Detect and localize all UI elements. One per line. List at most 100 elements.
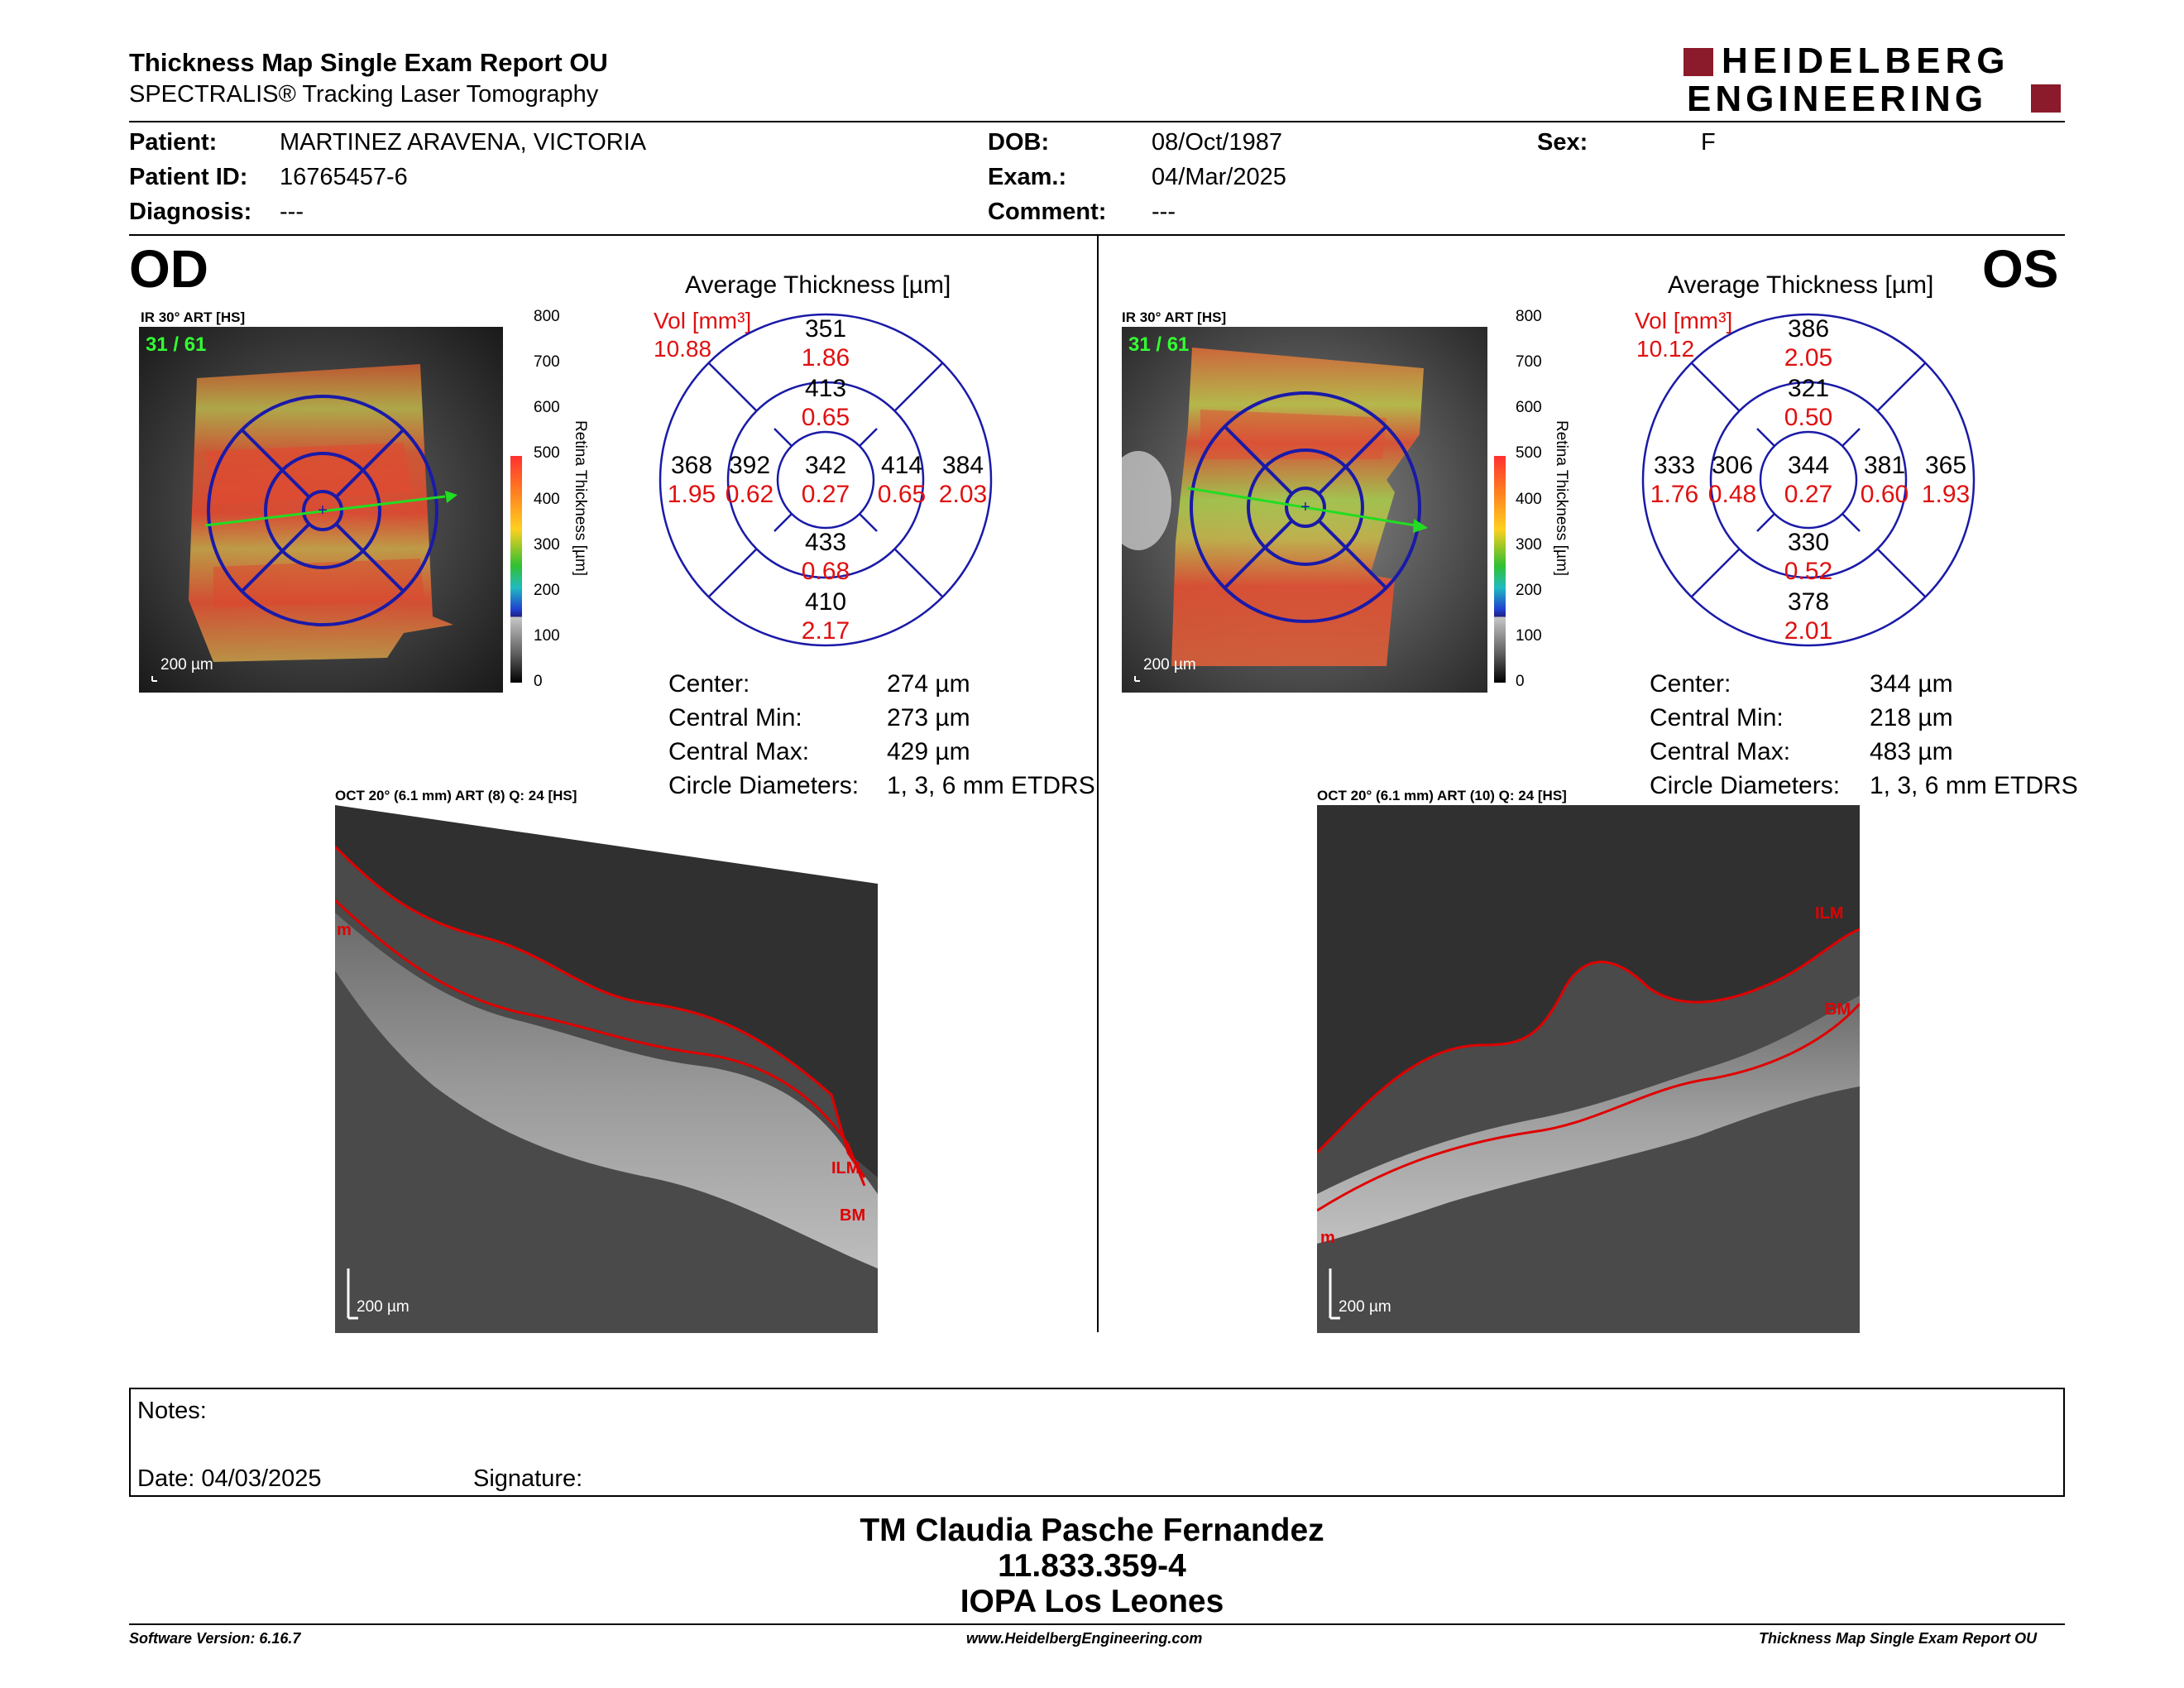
os-outer-inf-volume: 2.01 <box>1784 617 1832 645</box>
od-outer-left-volume: 1.95 <box>668 481 716 508</box>
exam-value: 04/Mar/2025 <box>1152 164 1286 190</box>
od-outer-sup-thickness: 351 <box>805 315 846 343</box>
od-center-label: Center: <box>668 670 750 698</box>
logo-text-2: ENGINEERING <box>1687 79 1988 119</box>
od-outer-left-thickness: 368 <box>671 452 712 479</box>
od-m-marker: m <box>337 921 352 939</box>
os-ilm-label: ILM <box>1815 904 1844 923</box>
os-ir-label: IR 30° ART [HS] <box>1122 309 1227 325</box>
os-oct-bscan <box>1317 805 1860 1333</box>
od-tick-400: 400 <box>534 491 560 508</box>
svg-text:+: + <box>318 501 328 520</box>
od-colorbar <box>510 317 522 683</box>
od-scan-counter: 31 / 61 <box>146 333 207 356</box>
od-ir-label: IR 30° ART [HS] <box>141 309 246 325</box>
od-tick-500: 500 <box>534 444 560 462</box>
footer-report-name: Thickness Map Single Exam Report OU <box>1759 1630 2038 1647</box>
os-inner-inf-volume: 0.52 <box>1784 558 1832 585</box>
website-link[interactable]: www.HeidelbergEngineering.com <box>966 1630 1203 1647</box>
od-center-thickness: 342 <box>805 452 846 479</box>
os-avg-title: Average Thickness [µm] <box>1668 271 1934 299</box>
os-tick-800: 800 <box>1516 308 1542 325</box>
os-inner-left-thickness: 306 <box>1712 452 1753 479</box>
os-oct-scale: 200 µm <box>1339 1298 1391 1316</box>
patient-id: 16765457-6 <box>280 164 408 190</box>
os-outer-left-volume: 1.76 <box>1650 481 1698 508</box>
od-outer-inf-thickness: 410 <box>805 588 846 616</box>
od-inner-left-thickness: 392 <box>729 452 770 479</box>
od-inner-right-volume: 0.65 <box>878 481 926 508</box>
od-inner-sup-volume: 0.65 <box>802 404 850 431</box>
os-vol-total: 10.12 <box>1636 336 1695 362</box>
os-central-max-label: Central Max: <box>1650 738 1791 765</box>
os-tick-200: 200 <box>1516 582 1542 599</box>
od-fundus-scale: 200 µm <box>160 656 213 674</box>
os-etdrs-grid: 386 2.05 321 0.50 344 0.27 306 0.48 381 … <box>1641 313 1976 647</box>
signer-id: 11.833.359-4 <box>998 1548 1186 1584</box>
os-outer-inf-thickness: 378 <box>1788 588 1829 616</box>
comment-value: --- <box>1152 199 1176 225</box>
os-oct-scan: m ILM BM 200 µm <box>1317 805 1860 1333</box>
os-circle-diam-value: 1, 3, 6 mm ETDRS <box>1870 772 2078 799</box>
sex-value: F <box>1701 129 1716 156</box>
od-tick-800: 800 <box>534 308 560 325</box>
od-center-value: 274 µm <box>887 670 970 698</box>
os-inner-sup-volume: 0.50 <box>1784 404 1832 431</box>
os-scan-counter: 31 / 61 <box>1128 333 1190 356</box>
od-circle-diam-value: 1, 3, 6 mm ETDRS <box>887 772 1095 799</box>
os-tick-0: 0 <box>1516 673 1525 690</box>
os-inner-inf-thickness: 330 <box>1788 529 1829 556</box>
od-outer-sup-volume: 1.86 <box>802 344 850 372</box>
svg-text:+: + <box>1300 498 1310 516</box>
od-oct-bscan <box>335 805 878 1333</box>
patient-label: Patient: <box>129 129 218 156</box>
logo-text-1: HEIDELBERG <box>1722 41 2010 81</box>
os-vol-label: Vol [mm³] <box>1635 308 1733 333</box>
os-tick-300: 300 <box>1516 536 1542 554</box>
os-center-thickness: 344 <box>1788 452 1829 479</box>
os-oct-label: OCT 20° (6.1 mm) ART (10) Q: 24 [HS] <box>1317 788 1567 803</box>
od-inner-right-thickness: 414 <box>881 452 922 479</box>
os-m-marker: m <box>1320 1229 1335 1247</box>
od-central-min-label: Central Min: <box>668 704 802 731</box>
od-fundus-image: + 31 / 61 200 µm <box>139 327 503 693</box>
signature-label: Signature: <box>473 1465 583 1492</box>
os-central-min-label: Central Min: <box>1650 704 1784 731</box>
os-outer-right-thickness: 365 <box>1925 452 1966 479</box>
os-thickness-map: + <box>1122 327 1487 693</box>
date-label: Date: 04/03/2025 <box>137 1465 322 1492</box>
os-inner-left-volume: 0.48 <box>1708 481 1756 508</box>
logo-square-bottom <box>2031 84 2061 113</box>
os-tick-100: 100 <box>1516 627 1542 645</box>
od-vol-label: Vol [mm³] <box>654 308 752 333</box>
od-eye-label: OD <box>129 239 208 299</box>
od-central-max-value: 429 µm <box>887 738 970 765</box>
od-vol-total: 10.88 <box>654 336 712 362</box>
od-tick-100: 100 <box>534 627 560 645</box>
exam-label: Exam.: <box>988 164 1067 190</box>
os-center-volume: 0.27 <box>1784 481 1832 508</box>
od-ilm-label: ILM <box>831 1159 860 1177</box>
od-oct-scan: m ILM BM 200 µm <box>335 805 878 1333</box>
od-inner-inf-thickness: 433 <box>805 529 846 556</box>
od-etdrs-grid: 351 1.86 413 0.65 342 0.27 392 0.62 414 … <box>659 313 993 647</box>
od-thickness-map: + <box>139 327 503 693</box>
os-colorbar <box>1494 317 1506 683</box>
comment-label: Comment: <box>988 199 1107 225</box>
os-outer-sup-volume: 2.05 <box>1784 344 1832 372</box>
od-avg-title: Average Thickness [µm] <box>685 271 951 299</box>
os-inner-sup-thickness: 321 <box>1788 375 1829 402</box>
os-tick-700: 700 <box>1516 353 1542 371</box>
signer-institution: IOPA Los Leones <box>960 1584 1224 1619</box>
sex-label: Sex: <box>1537 129 1588 156</box>
od-colorbar-title: Retina Thickness [µm] <box>572 420 589 576</box>
os-bm-label: BM <box>1825 1000 1851 1019</box>
header-divider <box>129 121 2065 122</box>
os-outer-left-thickness: 333 <box>1654 452 1695 479</box>
os-outer-sup-thickness: 386 <box>1788 315 1829 343</box>
os-fundus-image: + 31 / 61 200 µm <box>1122 327 1487 693</box>
heidelberg-logo: HEIDELBERG ENGINEERING <box>1684 41 2064 119</box>
notes-box[interactable]: Notes: Date: 04/03/2025 Signature: <box>129 1388 2065 1497</box>
od-inner-inf-volume: 0.68 <box>802 558 850 585</box>
os-central-max-value: 483 µm <box>1870 738 1953 765</box>
